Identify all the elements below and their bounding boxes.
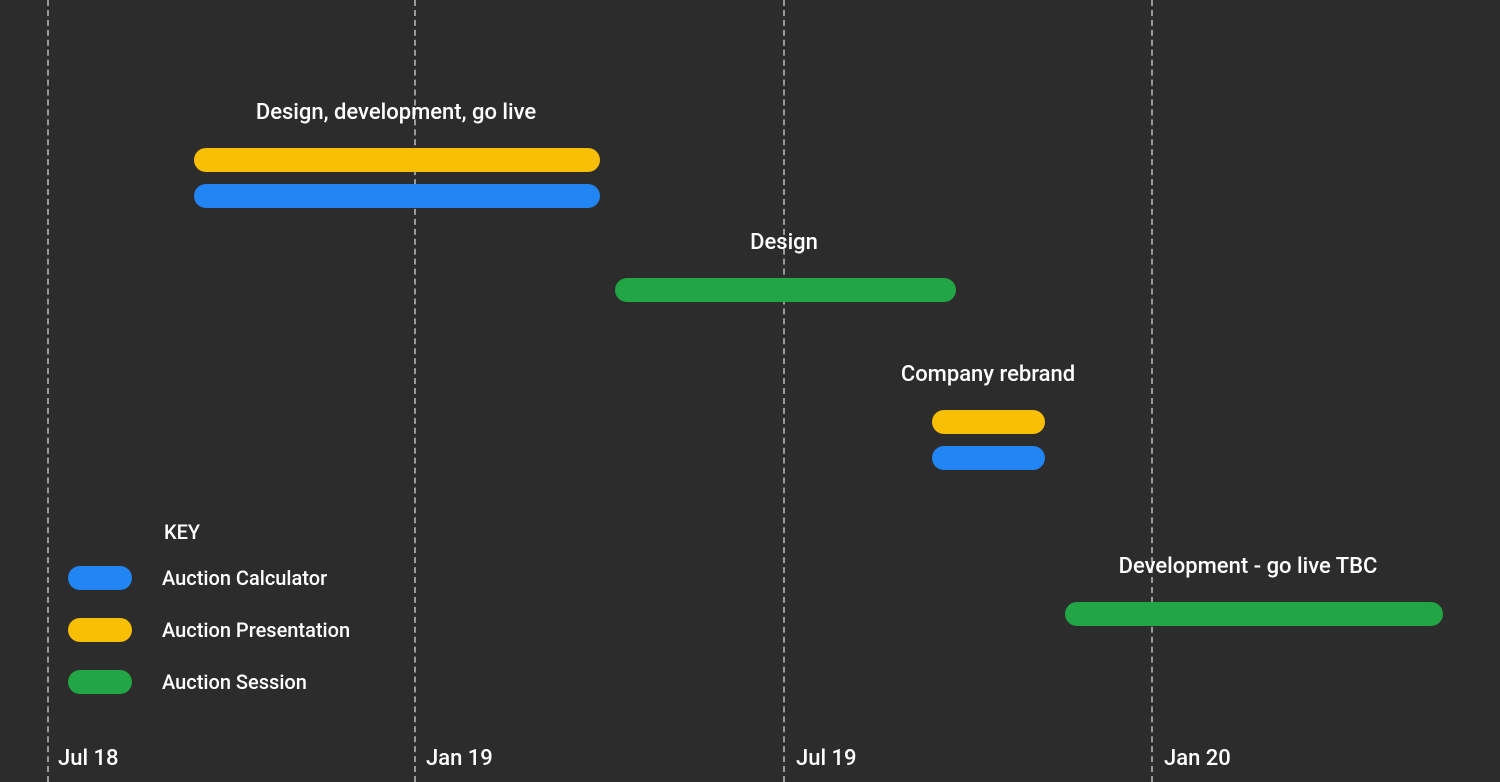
gridline bbox=[1151, 0, 1153, 782]
legend-item: Auction Presentation bbox=[68, 618, 350, 642]
group-label: Company rebrand bbox=[901, 362, 1075, 387]
group-label: Development - go live TBC bbox=[1119, 554, 1378, 579]
gridline bbox=[783, 0, 785, 782]
timeline-bar bbox=[932, 446, 1045, 470]
legend: KEY Auction Calculator Auction Presentatio… bbox=[68, 520, 350, 722]
legend-title: KEY bbox=[164, 520, 350, 544]
legend-swatch bbox=[68, 670, 132, 694]
timeline-bar bbox=[932, 410, 1045, 434]
axis-label: Jan 19 bbox=[426, 746, 493, 771]
axis-label: Jan 20 bbox=[1164, 746, 1231, 771]
legend-item: Auction Session bbox=[68, 670, 350, 694]
group-label: Design bbox=[750, 230, 818, 255]
legend-swatch bbox=[68, 618, 132, 642]
legend-swatch bbox=[68, 566, 132, 590]
timeline-bar bbox=[615, 278, 956, 302]
timeline-bar bbox=[194, 184, 600, 208]
legend-label: Auction Calculator bbox=[162, 566, 327, 590]
axis-label: Jul 19 bbox=[796, 746, 857, 771]
legend-label: Auction Presentation bbox=[162, 618, 350, 642]
gridline bbox=[47, 0, 49, 782]
legend-label: Auction Session bbox=[162, 670, 307, 694]
timeline-chart: Jul 18 Jan 19 Jul 19 Jan 20 Design, developm… bbox=[0, 0, 1500, 782]
timeline-bar bbox=[194, 148, 600, 172]
timeline-bar bbox=[1065, 602, 1443, 626]
legend-item: Auction Calculator bbox=[68, 566, 350, 590]
group-label: Design, development, go live bbox=[256, 100, 536, 125]
axis-label: Jul 18 bbox=[58, 746, 119, 771]
